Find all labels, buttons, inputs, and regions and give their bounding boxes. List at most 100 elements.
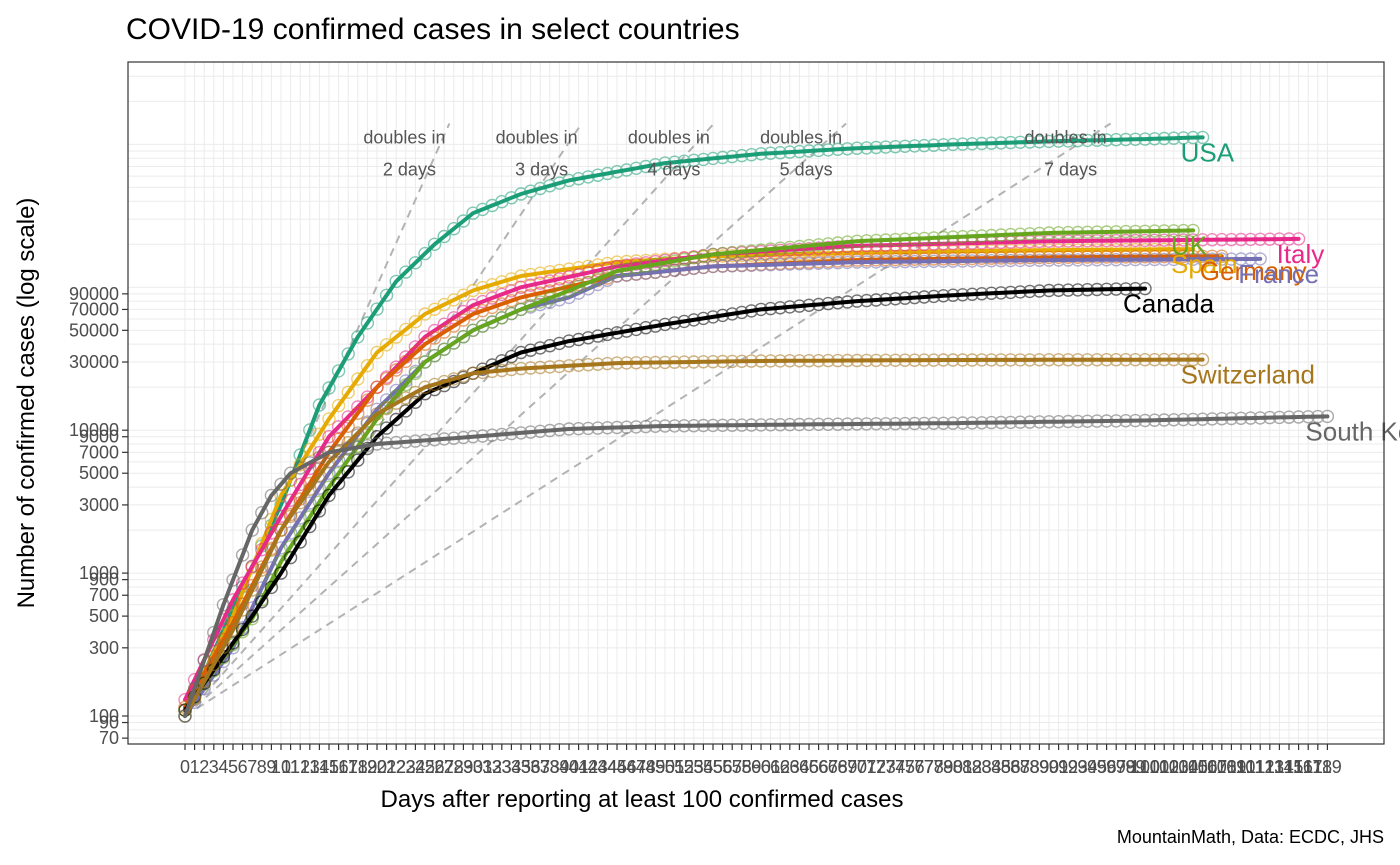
data-point (341, 385, 355, 399)
data-point (485, 198, 499, 213)
data-point (389, 363, 403, 377)
x-axis: 0 1 2 3 4 5 6 7 8 9101112131415161718192021222324… (180, 744, 1342, 777)
x-tick-label: 22 (386, 757, 406, 777)
x-tick-label: 4 (218, 757, 228, 777)
x-tick-label: 112 (1246, 757, 1275, 777)
series-line (183, 414, 1330, 718)
data-point (418, 355, 432, 369)
y-tick-label: 30000 (69, 352, 119, 372)
data-point (456, 330, 471, 344)
reference-line (184, 122, 847, 717)
x-tick-label: 62 (770, 757, 790, 777)
x-tick-label: 80 (943, 757, 963, 777)
data-point (293, 511, 307, 525)
data-point (255, 595, 269, 609)
x-tick-label: 58 (732, 757, 752, 777)
series-switzerland (178, 352, 1210, 723)
series-end-label: Switzerland (1181, 360, 1315, 390)
series-end-label: USA (1181, 137, 1235, 167)
data-point (216, 640, 231, 654)
data-point (235, 576, 250, 590)
data-point (552, 287, 567, 301)
data-point (293, 535, 307, 549)
series-end-label: UK (1171, 230, 1208, 260)
x-tick-label: 71 (857, 757, 877, 777)
data-point (303, 482, 317, 496)
data-point (437, 325, 451, 339)
x-tick-label: 49 (645, 757, 665, 777)
x-tick-label: 39 (549, 757, 569, 777)
x-tick-label: 34 (501, 757, 521, 777)
data-point (226, 573, 240, 587)
x-tick-label: 87 (1010, 757, 1030, 777)
data-point (427, 237, 442, 252)
x-tick-label: 8 (257, 757, 267, 777)
x-tick-label: 61 (761, 757, 781, 777)
x-tick-label: 90 (1039, 757, 1059, 777)
data-point (312, 398, 327, 412)
y-tick-label: 1000 (79, 563, 119, 583)
data-point (264, 488, 279, 503)
data-point (226, 623, 240, 637)
x-tick-label: 50 (655, 757, 675, 777)
x-tick-label: 114 (1265, 757, 1294, 777)
data-point (466, 206, 480, 220)
data-point (274, 541, 288, 555)
reference-label: doubles in 2 days (363, 128, 445, 180)
x-tick-label: 64 (789, 757, 809, 777)
x-tick-label: 81 (953, 757, 973, 777)
series-south-korea (178, 409, 1335, 723)
x-tick-label: 95 (1087, 757, 1107, 777)
data-point (456, 304, 471, 319)
x-tick-label: 12 (290, 757, 310, 777)
x-tick-label: 103 (1159, 757, 1189, 777)
data-point (293, 496, 307, 510)
x-tick-label: 59 (741, 757, 761, 777)
x-tick-label: 35 (511, 757, 531, 777)
x-tick-label: 29 (453, 757, 473, 777)
series-end-label: Italy (1277, 239, 1325, 269)
x-tick-label: 51 (665, 757, 685, 777)
data-point (360, 393, 375, 407)
x-tick-label: 92 (1058, 757, 1078, 777)
data-point (312, 427, 327, 441)
data-point (504, 191, 519, 205)
x-tick-label: 40 (559, 757, 579, 777)
x-tick-label: 2 (199, 757, 209, 777)
data-point (341, 347, 355, 361)
data-point (235, 603, 250, 617)
x-tick-label: 76 (905, 757, 925, 777)
data-point (303, 519, 317, 534)
x-tick-label: 85 (991, 757, 1011, 777)
data-point (360, 416, 375, 431)
x-tick-label: 101 (1140, 757, 1170, 777)
y-tick-label: 5000 (79, 463, 119, 483)
reference-label: doubles in 3 days (496, 128, 578, 180)
data-point (427, 331, 442, 345)
x-tick-label: 65 (799, 757, 819, 777)
x-tick-label: 52 (674, 757, 694, 777)
y-tick-label: 100 (89, 706, 119, 726)
x-tick-label: 55 (703, 757, 723, 777)
data-point (303, 496, 317, 510)
reference-label-line2: 3 days (515, 160, 568, 180)
data-point (331, 398, 346, 413)
x-tick-label: 57 (722, 757, 742, 777)
y-axis-title: Number of confirmed cases (log scale) (13, 198, 40, 609)
x-tick-label: 19 (357, 757, 377, 777)
x-tick-label: 37 (530, 757, 550, 777)
y-tick-label: 9000 (79, 427, 119, 447)
y-tick-label: 500 (89, 606, 119, 626)
data-point (331, 364, 346, 378)
x-tick-label: 78 (924, 757, 944, 777)
y-tick-label: 300 (89, 638, 119, 658)
y-tick-label: 900 (89, 570, 119, 590)
reference-label-line2: 4 days (647, 160, 700, 180)
data-point (379, 288, 394, 302)
x-tick-label: 88 (1020, 757, 1040, 777)
data-point (399, 354, 413, 369)
x-tick-label: 13 (300, 757, 320, 777)
data-point (274, 523, 288, 537)
